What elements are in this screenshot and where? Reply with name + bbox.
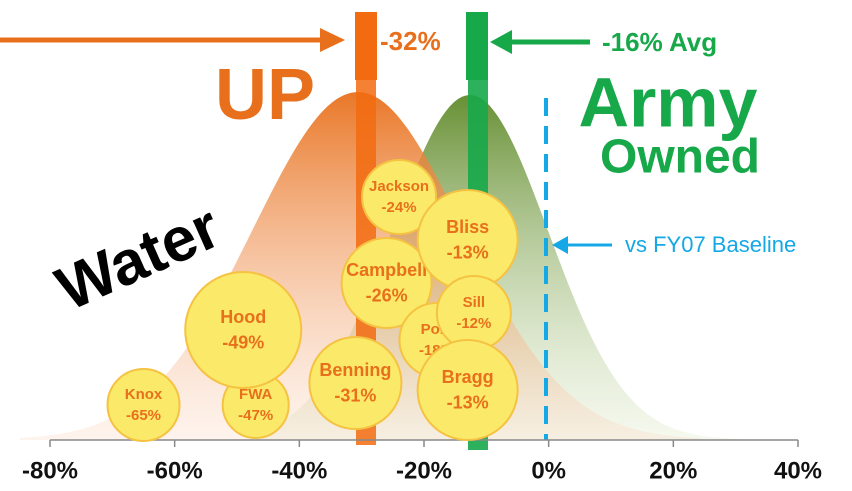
bubble — [416, 339, 519, 441]
up-marker — [355, 12, 377, 80]
baseline-arrow-head — [552, 236, 568, 254]
bubble-label: -47% — [238, 407, 273, 424]
army-marker — [466, 12, 488, 80]
x-tick-label: -40% — [271, 457, 327, 484]
bubble-name: Benning — [319, 360, 391, 380]
bubble-name: Bliss — [446, 217, 489, 237]
bubble-label: -12% — [456, 315, 491, 332]
bubble — [106, 368, 181, 442]
army-title: Army — [579, 63, 758, 141]
baseline-label: vs FY07 Baseline — [625, 232, 796, 257]
bubble-name: Campbell — [346, 260, 427, 280]
bubble — [361, 159, 438, 235]
bubble — [435, 275, 512, 351]
bubble-label: -26% — [366, 285, 408, 305]
bubble-label: -49% — [222, 332, 264, 352]
bubble-name: Bragg — [442, 367, 494, 387]
up-arrow-head — [320, 28, 345, 52]
owned-title: Owned — [600, 131, 760, 184]
bubble-name: Jackson — [369, 178, 429, 195]
bubble-label: -65% — [126, 407, 161, 424]
x-tick-label: -20% — [396, 457, 452, 484]
bubble-label: -13% — [447, 242, 489, 262]
bubble-name: Knox — [125, 386, 163, 403]
x-tick-label: 40% — [774, 457, 822, 484]
bubble-label: -13% — [447, 392, 489, 412]
bubble — [308, 336, 403, 430]
army-arrow-head — [490, 30, 512, 54]
x-tick-label: 20% — [649, 457, 697, 484]
bubble — [416, 189, 519, 291]
bubble-label: -24% — [382, 199, 417, 216]
bubble-name: FWA — [239, 386, 272, 403]
bubble-name: Sill — [463, 294, 486, 311]
bubble — [184, 271, 303, 389]
bubble-label: -31% — [334, 385, 376, 405]
bubble — [340, 237, 433, 329]
up-marker-label: -32% — [380, 26, 441, 56]
x-tick-label: 0% — [531, 457, 566, 484]
army-marker-label: -16% Avg — [602, 27, 717, 57]
bubble-name: Hood — [220, 307, 266, 327]
x-tick-label: -60% — [147, 457, 203, 484]
up-title: UP — [215, 55, 315, 135]
x-tick-label: -80% — [22, 457, 78, 484]
